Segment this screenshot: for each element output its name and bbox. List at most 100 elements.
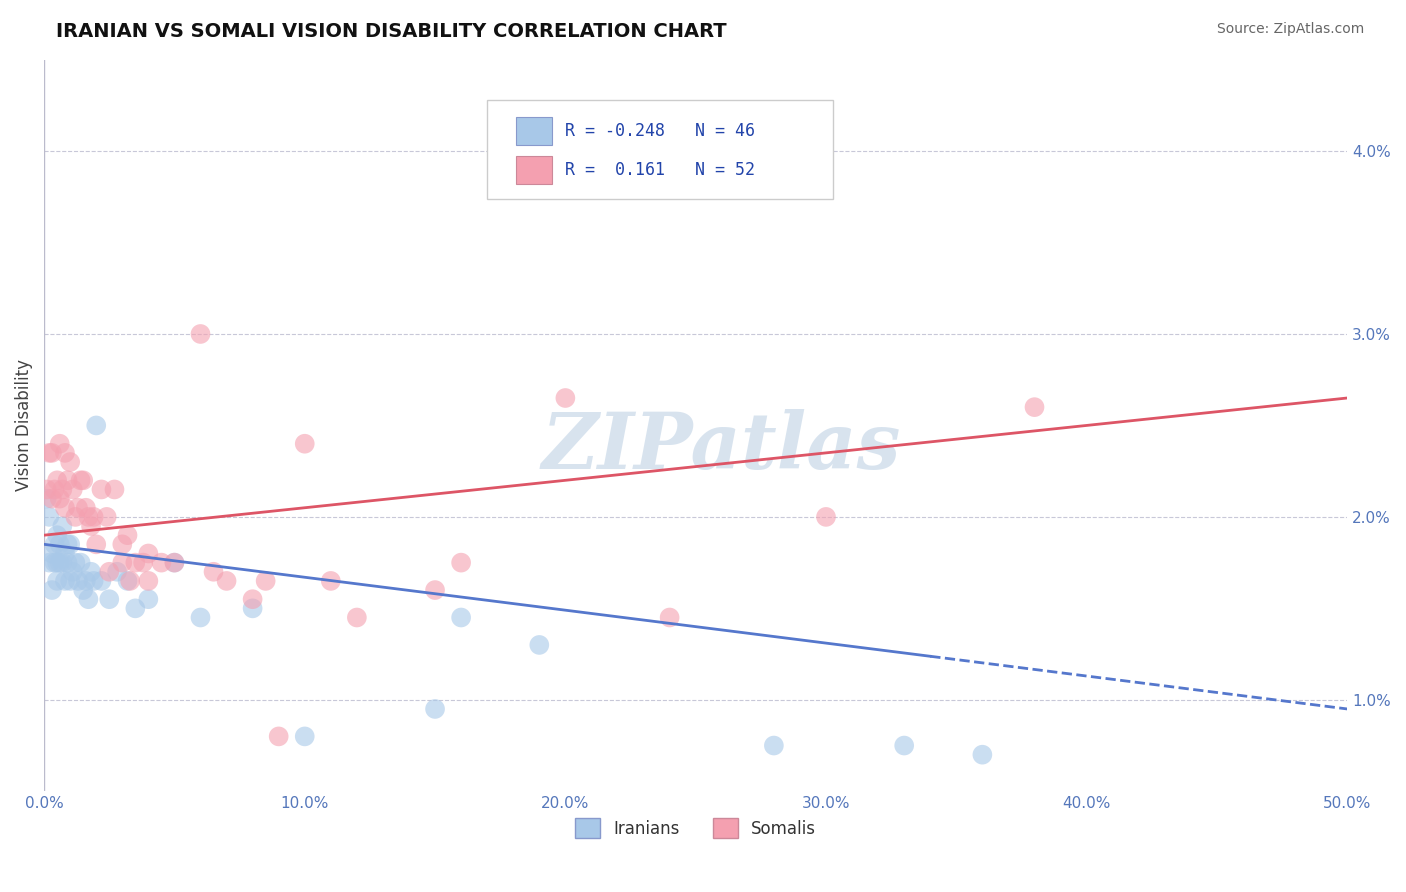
Point: [132, 556, 155, 570]
Point: [138, 592, 160, 607]
Point: [105, 565, 128, 579]
Point: [111, 537, 134, 551]
Point: [319, 574, 342, 588]
Point: [83, 574, 105, 588]
Point: [62, 565, 84, 579]
Point: [72, 473, 94, 487]
Point: [46, 556, 69, 570]
Point: [120, 574, 142, 588]
Text: R =  0.161   N = 52: R = 0.161 N = 52: [565, 161, 755, 179]
Point: [138, 574, 160, 588]
Point: [41, 546, 63, 560]
Point: [267, 730, 290, 744]
Point: [762, 739, 785, 753]
Point: [294, 730, 316, 744]
Point: [38, 509, 60, 524]
Point: [98, 565, 121, 579]
Point: [163, 556, 186, 570]
Point: [75, 574, 97, 588]
FancyBboxPatch shape: [516, 117, 553, 145]
Text: R = -0.248   N = 46: R = -0.248 N = 46: [565, 121, 755, 140]
Legend: Iranians, Somalis: Iranians, Somalis: [568, 812, 823, 845]
Point: [242, 601, 264, 615]
Point: [46, 473, 69, 487]
Point: [124, 556, 146, 570]
Point: [56, 556, 79, 570]
Point: [53, 574, 76, 588]
Point: [529, 638, 551, 652]
Point: [893, 739, 915, 753]
Point: [450, 556, 472, 570]
Point: [38, 556, 60, 570]
Point: [51, 556, 73, 570]
Point: [35, 483, 58, 497]
Point: [59, 574, 82, 588]
Point: [46, 528, 69, 542]
Point: [658, 610, 681, 624]
Point: [77, 509, 100, 524]
Point: [48, 436, 70, 450]
Point: [554, 391, 576, 405]
Point: [53, 546, 76, 560]
Point: [56, 473, 79, 487]
Point: [72, 583, 94, 598]
Point: [103, 483, 125, 497]
Point: [163, 556, 186, 570]
Point: [138, 546, 160, 560]
Point: [46, 574, 69, 588]
Point: [1024, 400, 1046, 414]
Point: [41, 583, 63, 598]
Point: [90, 574, 112, 588]
Point: [56, 537, 79, 551]
Point: [69, 473, 91, 487]
Y-axis label: Vision Disability: Vision Disability: [15, 359, 32, 491]
Point: [124, 601, 146, 615]
Point: [41, 446, 63, 460]
Point: [80, 565, 103, 579]
Point: [44, 537, 66, 551]
Point: [202, 565, 225, 579]
Point: [423, 702, 446, 716]
FancyBboxPatch shape: [516, 156, 553, 184]
Point: [35, 491, 58, 506]
Point: [84, 537, 107, 551]
FancyBboxPatch shape: [488, 100, 832, 199]
Text: ZIPatlas: ZIPatlas: [543, 409, 901, 485]
Point: [53, 446, 76, 460]
Point: [90, 483, 112, 497]
Point: [51, 519, 73, 533]
Point: [117, 574, 139, 588]
Point: [83, 509, 105, 524]
Point: [38, 446, 60, 460]
Point: [254, 574, 277, 588]
Point: [190, 610, 212, 624]
Point: [69, 556, 91, 570]
Point: [242, 592, 264, 607]
Point: [44, 483, 66, 497]
Text: IRANIAN VS SOMALI VISION DISABILITY CORRELATION CHART: IRANIAN VS SOMALI VISION DISABILITY CORR…: [56, 22, 727, 41]
Point: [150, 556, 173, 570]
Point: [66, 500, 89, 515]
Point: [77, 592, 100, 607]
Point: [62, 483, 84, 497]
Point: [65, 556, 87, 570]
Point: [48, 491, 70, 506]
Text: Source: ZipAtlas.com: Source: ZipAtlas.com: [1216, 22, 1364, 37]
Point: [96, 509, 118, 524]
Point: [48, 537, 70, 551]
Point: [59, 455, 82, 469]
Point: [294, 436, 316, 450]
Point: [117, 528, 139, 542]
Point: [51, 483, 73, 497]
Point: [111, 556, 134, 570]
Point: [972, 747, 994, 762]
Point: [423, 583, 446, 598]
Point: [190, 326, 212, 341]
Point: [48, 556, 70, 570]
Point: [41, 491, 63, 506]
Point: [59, 537, 82, 551]
Point: [814, 509, 837, 524]
Point: [80, 519, 103, 533]
Point: [450, 610, 472, 624]
Point: [215, 574, 238, 588]
